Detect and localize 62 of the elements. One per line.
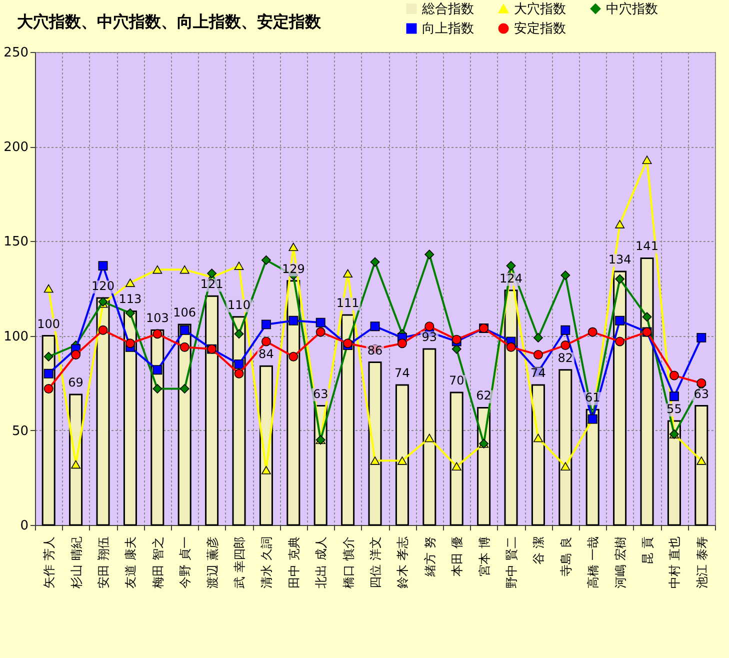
x-tick-label: 谷 潔 xyxy=(532,536,546,564)
data-label: 113 xyxy=(118,292,142,306)
x-tick-label: 杉山 晴紀 xyxy=(69,536,84,590)
x-tick-label: 清水 久詞 xyxy=(260,536,274,588)
x-tick-label: 田中 克典 xyxy=(286,536,301,588)
x-tick-label: 本田 優 xyxy=(450,536,464,576)
data-label: 63 xyxy=(694,386,710,401)
x-tick-label: 昆 貢 xyxy=(640,536,654,564)
x-tick-label: 宮本 博 xyxy=(477,536,492,576)
x-tick-label: 高橋 一哉 xyxy=(586,536,600,588)
y-tick-label: 0 xyxy=(20,518,28,534)
data-label: 63 xyxy=(312,386,328,401)
data-label: 55 xyxy=(666,402,682,416)
chart-title: 大穴指数、中穴指数、向上指数、安定指数 xyxy=(17,12,322,31)
legend-label: 安定指数 xyxy=(514,20,566,36)
data-label: 100 xyxy=(37,316,60,331)
data-label: 134 xyxy=(608,252,632,266)
legend-label: 総合指数 xyxy=(421,2,474,17)
y-tick-label: 200 xyxy=(4,140,28,156)
x-tick-label: 池江 泰寿 xyxy=(694,536,709,588)
x-tick-label: 今野 貞一 xyxy=(178,536,192,588)
x-tick-label: 安田 翔伍 xyxy=(96,536,110,588)
data-label: 93 xyxy=(422,330,438,344)
data-label: 61 xyxy=(584,390,600,405)
data-label: 141 xyxy=(636,239,658,254)
data-label: 82 xyxy=(558,350,574,365)
x-tick-label: 中村 直也 xyxy=(668,536,682,588)
data-label: 124 xyxy=(500,271,522,286)
legend-label: 大穴指数 xyxy=(514,2,566,17)
x-tick-label: 河嶋 宏樹 xyxy=(613,536,628,588)
x-tick-label: 北出 成人 xyxy=(314,536,328,588)
data-label: 70 xyxy=(448,374,464,388)
y-tick-label: 250 xyxy=(4,46,28,60)
data-label: 62 xyxy=(476,388,492,403)
data-label: 86 xyxy=(367,343,383,358)
y-tick-label: 100 xyxy=(4,329,28,344)
data-label: 84 xyxy=(258,347,274,362)
data-label: 111 xyxy=(336,296,360,310)
x-tick-label: 緒方 努 xyxy=(422,536,437,578)
x-tick-label: 渡辺 薫彦 xyxy=(205,536,220,588)
x-tick-label: 橋口 慎介 xyxy=(341,536,356,588)
data-label: 74 xyxy=(394,366,410,380)
data-label: 129 xyxy=(282,262,305,276)
x-tick-label: 四位 洋文 xyxy=(368,536,382,588)
x-tick-label: 武 幸四郎 xyxy=(232,536,246,588)
legend-label: 中穴指数 xyxy=(606,2,658,17)
x-tick-label: 矢作 芳人 xyxy=(42,536,56,588)
y-tick-label: 50 xyxy=(12,424,28,439)
x-tick-label: 野中 賢二 xyxy=(504,536,518,588)
data-label: 69 xyxy=(68,375,84,390)
x-tick-label: 梅田 智之 xyxy=(150,536,165,590)
data-label: 106 xyxy=(173,305,196,320)
x-tick-label: 鈴木 孝志 xyxy=(396,536,410,588)
legend-label: 向上指数 xyxy=(422,22,474,36)
data-label: 103 xyxy=(146,311,169,326)
data-label: 74 xyxy=(530,366,546,380)
data-label: 110 xyxy=(228,298,250,312)
x-tick-label: 寺島 良 xyxy=(558,536,573,576)
x-tick-label: 友道 康夫 xyxy=(124,536,138,588)
data-label: 121 xyxy=(200,277,224,292)
data-label: 120 xyxy=(92,278,114,293)
y-tick-label: 150 xyxy=(4,234,28,250)
